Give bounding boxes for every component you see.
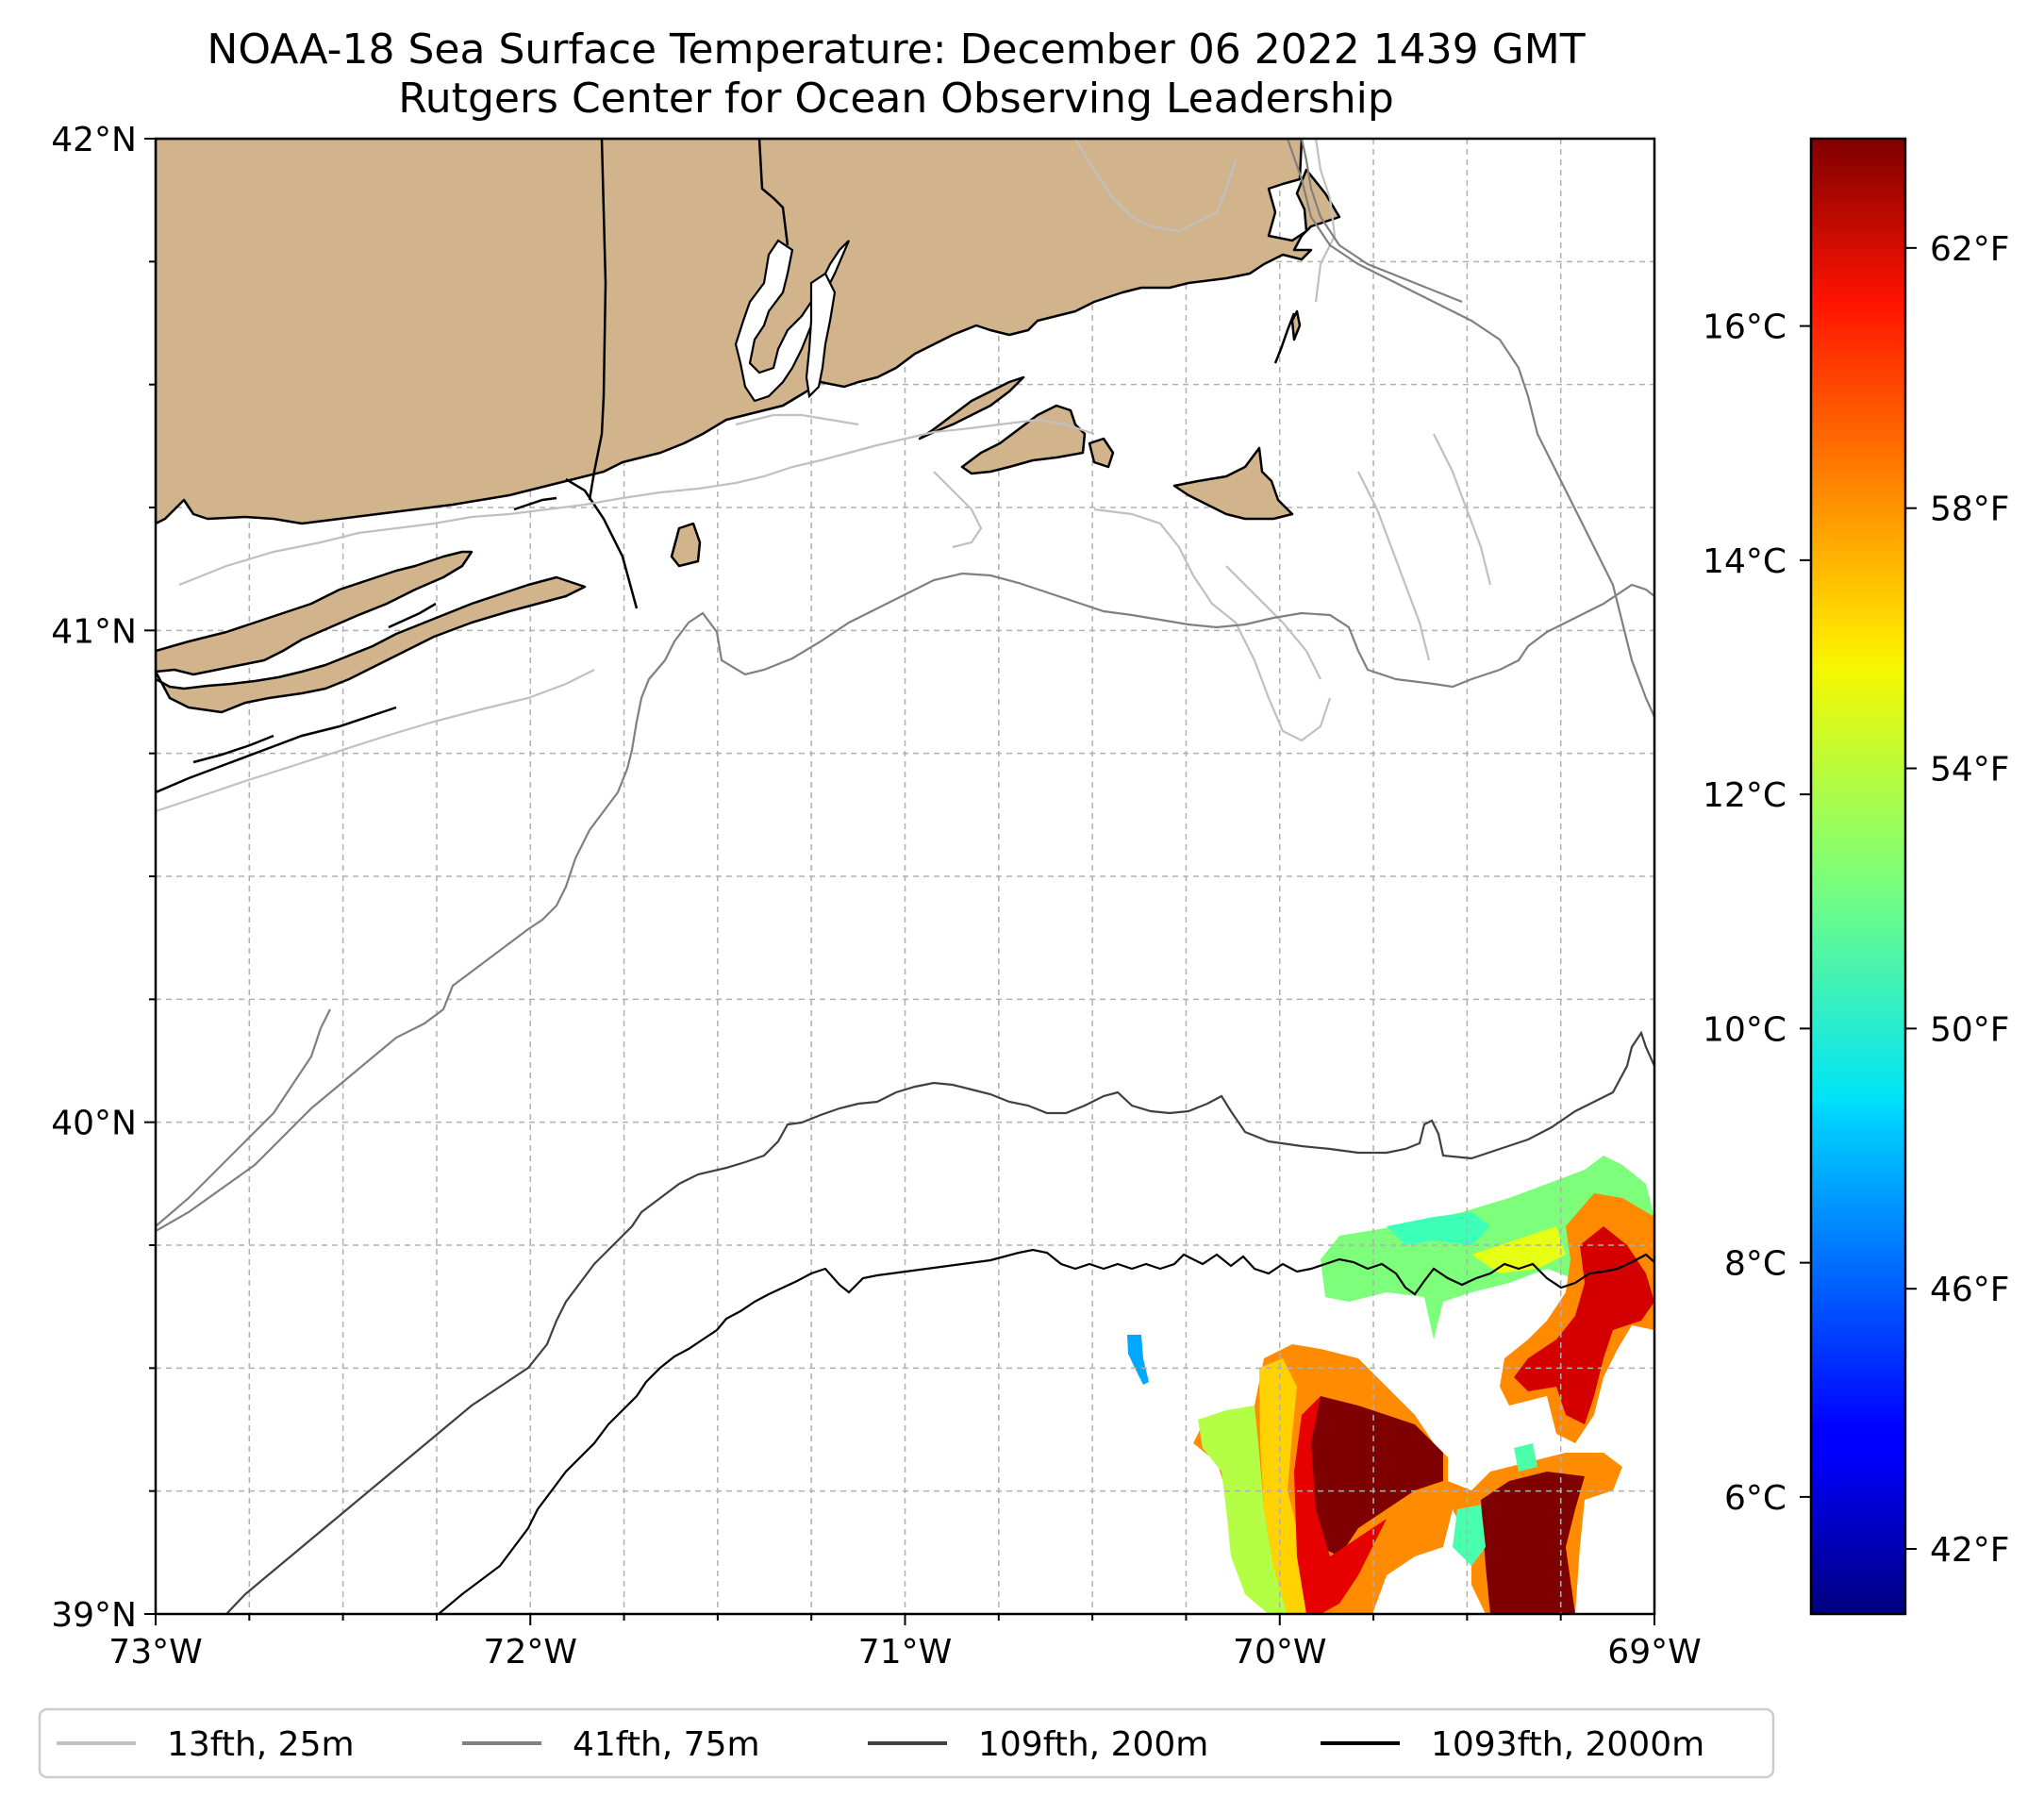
coast-peconic-2 — [388, 602, 437, 629]
isobath-200m — [225, 1030, 1654, 1614]
isobath-75m — [156, 139, 1654, 1232]
contour-75m-cape-sound — [1300, 139, 1463, 304]
coast-peconic-1 — [513, 496, 557, 511]
legend: 13fth, 25m 41fth, 75m 109fth, 200m 1093fth,… — [38, 1707, 1775, 1779]
fahrenheit-tick-label: 54°F — [1930, 751, 2010, 790]
x-tick-label: 73°W — [108, 1633, 202, 1672]
legend-label: 13fth, 25m — [167, 1725, 355, 1764]
contour-25m-nantucket-shoals — [1093, 507, 1332, 742]
legend-label: 41fth, 75m — [573, 1725, 760, 1764]
contour-75m-shoals-east — [1286, 139, 1654, 718]
contour-25m-vineyard — [933, 471, 983, 549]
narragansett-bay — [734, 239, 851, 403]
y-tick-label: 41°N — [51, 612, 137, 651]
land-nantucket — [1172, 446, 1294, 521]
fahrenheit-tick-label: 58°F — [1930, 491, 2010, 529]
fahrenheit-tick-label: 62°F — [1930, 230, 2010, 269]
colorbar-celsius-ticks: 6°C 8°C 10°C 12°C 14°C 16°C — [1703, 308, 1811, 1518]
legend-entries: 13fth, 25m 41fth, 75m 109fth, 200m 1093fth,… — [57, 1725, 1704, 1764]
y-tick-label: 40°N — [51, 1105, 137, 1143]
y-axis: 42°N 41°N 40°N 39°N — [51, 121, 156, 1635]
x-tick-label: 71°W — [858, 1633, 952, 1672]
x-tick-label: 70°W — [1233, 1633, 1326, 1672]
fahrenheit-tick-label: 50°F — [1930, 1010, 2010, 1049]
bay-east-arm — [805, 272, 837, 399]
contour-200m-shelf-break — [225, 1030, 1654, 1614]
land-long-island — [156, 550, 474, 676]
contour-25m-shoals-3 — [1433, 433, 1492, 586]
contour-25m-li-south — [156, 669, 595, 813]
contour-25m-li-north — [178, 418, 1095, 587]
state-border-ri — [588, 139, 607, 501]
title-line-2: Rutgers Center for Ocean Observing Leade… — [398, 75, 1394, 123]
sst-south-red — [1294, 1396, 1387, 1614]
sst-band-north — [1321, 1156, 1654, 1339]
land-block-island — [670, 522, 702, 568]
fahrenheit-tick-label: 42°F — [1930, 1531, 2010, 1570]
sst-band-north-yellow — [1471, 1226, 1566, 1273]
sst-band-north-cyan — [1387, 1212, 1490, 1245]
contour-25m-bay-1 — [735, 413, 859, 426]
sst-data — [1127, 1156, 1654, 1614]
celsius-tick-label: 6°C — [1724, 1479, 1786, 1518]
sst-south-hot — [1306, 1396, 1443, 1556]
celsius-tick-label: 10°C — [1703, 1010, 1786, 1049]
colorbar-body — [1811, 139, 1905, 1614]
land-monomoy — [1290, 309, 1302, 341]
coast-south-shore — [192, 734, 274, 764]
fahrenheit-tick-label: 46°F — [1930, 1271, 2010, 1309]
contour-25m-cape — [1074, 139, 1238, 233]
sst-east-hot — [1514, 1226, 1654, 1424]
contour-75m-shelf-main — [156, 572, 1654, 1232]
coast-details — [156, 139, 1296, 794]
celsius-tick-label: 12°C — [1703, 776, 1786, 815]
x-axis: 73°W 72°W 71°W 70°W 69°W — [108, 1614, 1702, 1672]
colorbar-fahrenheit-ticks: 42°F 46°F 50°F 54°F 58°F 62°F — [1905, 230, 2010, 1570]
coast-barrier — [156, 706, 397, 794]
sst-cold-sliver — [1127, 1335, 1149, 1385]
sst-south-green — [1198, 1406, 1288, 1614]
contour-2000m — [438, 1248, 1654, 1614]
land-chappaquiddick — [1088, 437, 1115, 469]
celsius-tick-label: 14°C — [1703, 542, 1786, 581]
coast-cape-shelf — [1273, 312, 1296, 364]
x-tick-label: 69°W — [1607, 1633, 1701, 1672]
title-line-1: NOAA-18 Sea Surface Temperature: Decembe… — [207, 25, 1586, 74]
contour-25m-shoals-2 — [1357, 471, 1431, 661]
contour-25m-shoals-4 — [1225, 565, 1321, 680]
y-tick-label: 42°N — [51, 121, 137, 159]
sst-south-cyan-patch-2 — [1514, 1443, 1537, 1472]
legend-label: 1093fth, 2000m — [1431, 1725, 1704, 1764]
contour-25m-cape-east — [1314, 139, 1337, 303]
legend-label: 109fth, 200m — [978, 1725, 1208, 1764]
sst-south-cyan-patch — [1453, 1505, 1486, 1566]
state-border-ma — [757, 139, 789, 246]
contour-75m-coastal — [156, 1008, 331, 1227]
sst-south-yellow — [1259, 1358, 1321, 1614]
land-long-island-south — [156, 575, 587, 714]
isobath-2000m — [438, 1248, 1654, 1614]
y-tick-label: 39°N — [51, 1596, 137, 1635]
map-content — [156, 139, 1654, 1614]
ferry-line — [565, 477, 639, 609]
colorbar: 6°C 8°C 10°C 12°C 14°C 16°C 42°F 46°F 50°F 54°F 5… — [1703, 137, 2010, 1616]
land-elizabeth-islands — [918, 375, 1025, 441]
isobath-25m — [156, 139, 1492, 813]
celsius-tick-label: 8°C — [1724, 1245, 1786, 1284]
x-tick-label: 72°W — [484, 1633, 577, 1672]
celsius-tick-label: 16°C — [1703, 308, 1786, 347]
colorbar-frame — [1809, 137, 1907, 1616]
sst-south-hot-2 — [1481, 1472, 1585, 1614]
